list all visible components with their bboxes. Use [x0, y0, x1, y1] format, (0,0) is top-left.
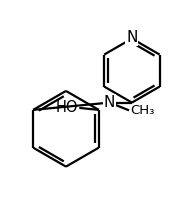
Text: CH₃: CH₃	[130, 104, 154, 117]
Text: HO: HO	[56, 100, 78, 115]
Text: N: N	[126, 30, 138, 45]
Text: N: N	[104, 95, 115, 110]
